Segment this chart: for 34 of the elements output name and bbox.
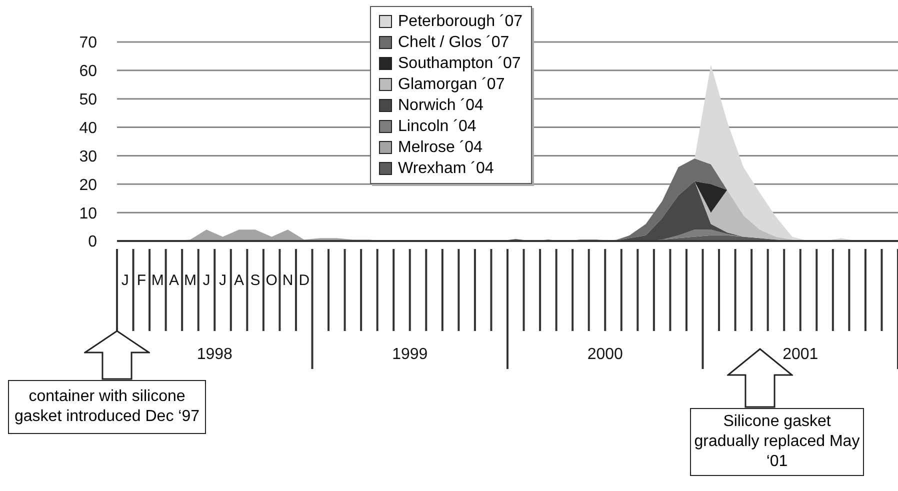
text: 2000 <box>587 346 624 363</box>
legend-label: Norwich ´04 <box>398 96 484 116</box>
legend-label: Glamorgan ´07 <box>398 75 505 95</box>
x-tick-label: J <box>121 272 129 289</box>
legend-label: Melrose ´04 <box>398 138 482 158</box>
text: container with silicone gasket introduced Dec ‘97 <box>8 380 206 434</box>
x-tick-label: J <box>202 272 210 289</box>
x-tick-label: N <box>282 272 294 289</box>
y-tick-label: 30 <box>79 148 98 166</box>
legend-label: Chelt / Glos ´07 <box>398 33 510 53</box>
x-tick-label: F <box>136 272 146 289</box>
y-tick-label: 20 <box>79 176 98 194</box>
x-tick-label: S <box>250 272 260 289</box>
y-tick-label: 50 <box>79 92 98 109</box>
text: 1998 <box>196 346 233 363</box>
text: 1999 <box>392 346 428 363</box>
y-tick-label: 40 <box>79 120 98 137</box>
text: 2001 <box>782 346 818 363</box>
x-tick-label: A <box>168 272 179 289</box>
y-tick-label: 10 <box>79 205 98 222</box>
x-tick-label: M <box>184 272 196 289</box>
legend-label: Wrexham ´04 <box>398 159 494 179</box>
legend-label: Lincoln ´04 <box>398 117 476 137</box>
x-tick-label: M <box>151 272 164 289</box>
y-tick-label: 0 <box>88 234 98 251</box>
y-tick-label: 70 <box>79 34 98 52</box>
x-tick-label: D <box>298 272 310 289</box>
legend-label: Peterborough ´07 <box>398 12 523 32</box>
x-tick-label: O <box>266 272 278 289</box>
x-tick-label: J <box>219 272 227 289</box>
legend-label: Southampton ´07 <box>398 54 521 74</box>
y-tick-label: 60 <box>79 63 98 80</box>
text: Silicone gasket gradually replaced May ‘01 <box>690 408 864 476</box>
x-tick-label: A <box>234 272 244 289</box>
